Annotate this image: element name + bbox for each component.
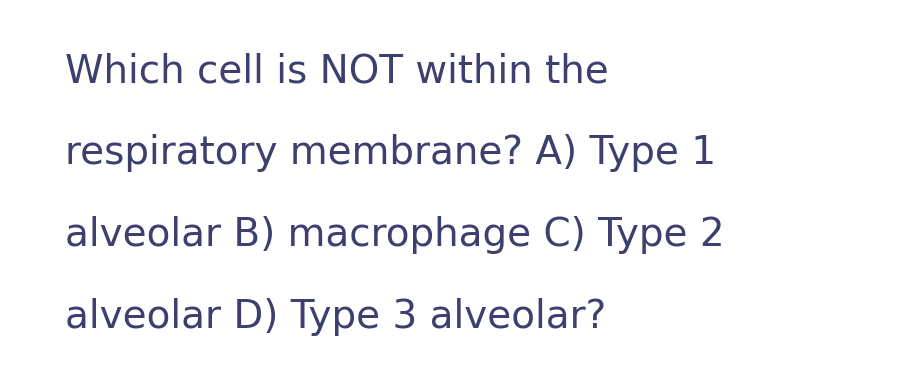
Text: alveolar D) Type 3 alveolar?: alveolar D) Type 3 alveolar? [65, 298, 606, 336]
Text: alveolar B) macrophage C) Type 2: alveolar B) macrophage C) Type 2 [65, 216, 724, 254]
Text: Which cell is NOT within the: Which cell is NOT within the [65, 52, 609, 90]
Text: respiratory membrane? A) Type 1: respiratory membrane? A) Type 1 [65, 134, 716, 172]
